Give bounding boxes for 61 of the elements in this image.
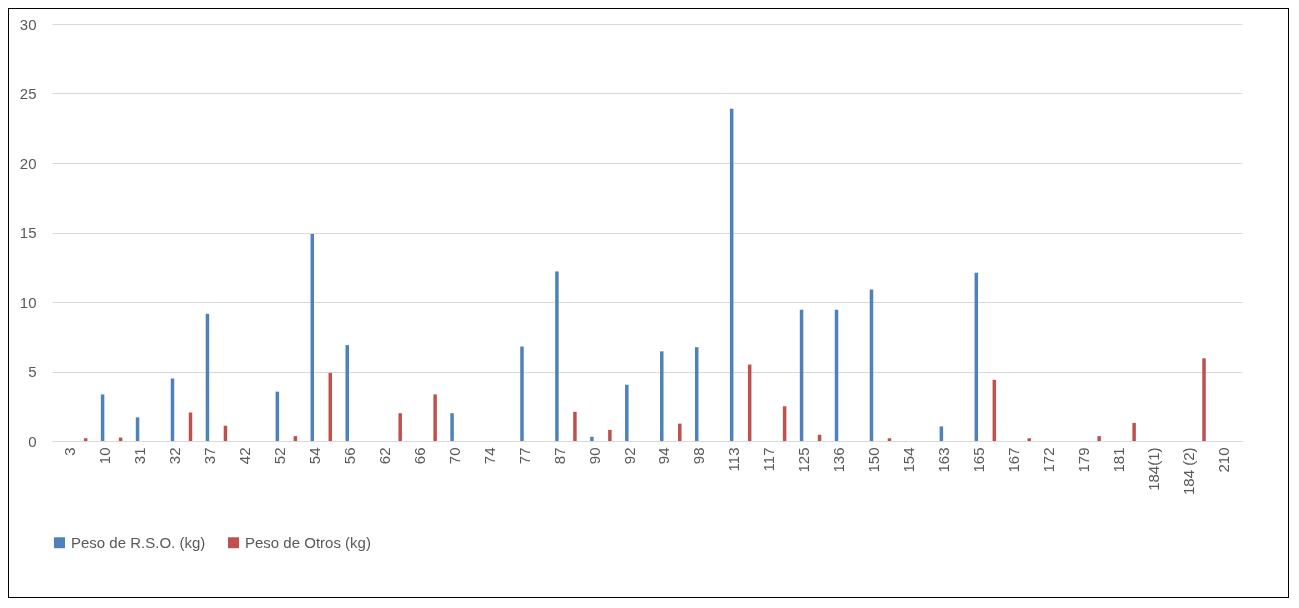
x-tick-label: 184 (2): [1179, 447, 1197, 496]
x-tick-label: 54: [305, 447, 323, 465]
x-tick-label: 56: [340, 447, 358, 465]
x-tick-label: 154: [900, 447, 918, 473]
bar: [450, 413, 454, 441]
legend-label: Peso de Otros (kg): [245, 533, 371, 551]
x-tick-label: 31: [131, 447, 149, 465]
x-tick-label: 165: [970, 447, 988, 473]
x-tick-label: 117: [760, 447, 778, 472]
x-tick-label: 42: [236, 447, 254, 465]
y-tick-label: 5: [28, 363, 37, 380]
x-tick-label: 74: [480, 447, 498, 465]
x-tick-label: 62: [375, 447, 393, 465]
bar: [573, 411, 577, 441]
x-tick-label: 184(1): [1144, 447, 1162, 491]
x-tick-label: 210: [1214, 447, 1232, 473]
x-tick-label: 90: [585, 447, 603, 465]
y-tick-label: 25: [19, 85, 37, 102]
bar: [1097, 436, 1101, 441]
x-tick-label: 94: [655, 447, 673, 465]
bar: [887, 438, 892, 441]
x-tick-label: 92: [620, 447, 638, 465]
x-tick-label: 179: [1074, 447, 1092, 473]
y-tick-label: 20: [19, 154, 37, 172]
y-tick-label: 30: [19, 15, 37, 33]
x-tick-label: 32: [166, 447, 184, 465]
y-tick-label: 15: [19, 224, 37, 241]
x-tick-label: 136: [830, 447, 848, 473]
x-tick-label: 37: [201, 447, 219, 465]
bar: [608, 429, 612, 441]
bar: [1202, 358, 1206, 441]
x-tick-label: 150: [865, 447, 883, 473]
bar: [433, 394, 437, 441]
bar: [345, 345, 349, 441]
bar: [625, 384, 629, 441]
legend-label: Peso de R.S.O. (kg): [71, 533, 206, 551]
x-tick-label: 125: [795, 447, 813, 473]
x-tick-label: 163: [935, 447, 953, 473]
x-tick-label: 66: [410, 447, 428, 465]
bar: [678, 423, 682, 441]
x-tick-label: 77: [515, 447, 533, 465]
bar: [520, 346, 524, 441]
bar: [1132, 422, 1136, 441]
x-tick-label: 10: [96, 447, 114, 465]
bar: [1027, 438, 1032, 441]
x-tick-label: 113: [725, 447, 743, 472]
bar: [83, 438, 88, 441]
x-tick-label: 181: [1109, 447, 1127, 473]
x-tick-label: 172: [1039, 447, 1057, 473]
bar: [590, 436, 594, 441]
x-tick-label: 70: [445, 447, 463, 465]
x-tick-label: 52: [271, 447, 289, 465]
bar: [660, 351, 664, 441]
bar: [555, 271, 559, 441]
x-tick-label: 167: [1004, 447, 1022, 473]
x-tick-label: 98: [690, 447, 708, 465]
x-tick-label: 87: [550, 447, 568, 465]
bar: [398, 413, 402, 441]
y-tick-label: 0: [28, 432, 37, 450]
x-tick-label: 3: [61, 447, 79, 456]
y-tick-label: 10: [19, 293, 37, 311]
